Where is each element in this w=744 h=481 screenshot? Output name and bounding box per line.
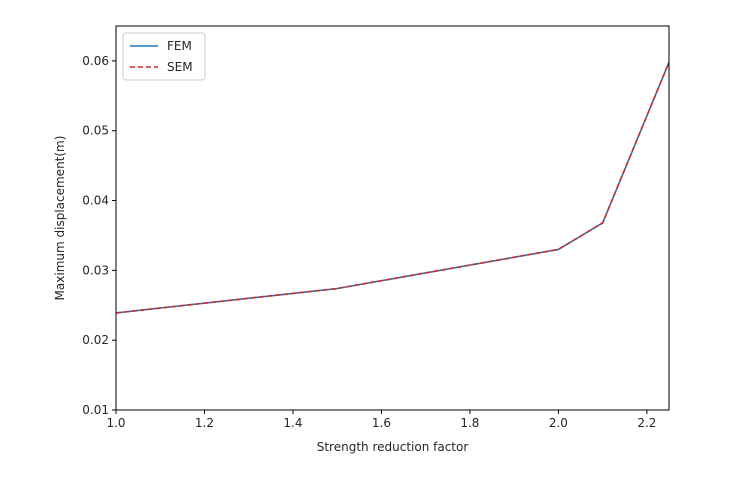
x-tick-label: 1.8 — [460, 416, 479, 430]
series-line-fem — [115, 62, 670, 314]
x-tick-label: 1.0 — [106, 416, 125, 430]
x-tick-label: 1.2 — [195, 416, 214, 430]
x-tick-label: 2.2 — [637, 416, 656, 430]
y-tick-label: 0.06 — [82, 54, 109, 68]
plot-area-frame — [115, 25, 670, 411]
x-tick-label: 2.0 — [549, 416, 568, 430]
legend-sem-label: SEM — [167, 60, 193, 74]
y-tick-label: 0.05 — [82, 124, 109, 138]
legend-fem-label: FEM — [167, 39, 192, 53]
legend: FEM SEM — [122, 32, 206, 81]
y-axis: 0.01 0.02 0.03 0.04 0.05 0.06 — [82, 54, 116, 417]
y-tick-label: 0.04 — [82, 194, 109, 208]
y-axis-label: Maximum displacement(m) — [53, 136, 67, 301]
y-tick-label: 0.03 — [82, 263, 109, 277]
y-tick-label: 0.02 — [82, 333, 109, 347]
x-tick-label: 1.4 — [283, 416, 302, 430]
x-axis: 1.0 1.2 1.4 1.6 1.8 2.0 2.2 — [106, 410, 656, 430]
x-tick-label: 1.6 — [372, 416, 391, 430]
legend-box — [122, 32, 206, 81]
y-tick-label: 0.01 — [82, 403, 109, 417]
series-line-sem — [115, 62, 670, 314]
x-axis-label: Strength reduction factor — [317, 440, 469, 454]
series-layer — [115, 62, 670, 314]
